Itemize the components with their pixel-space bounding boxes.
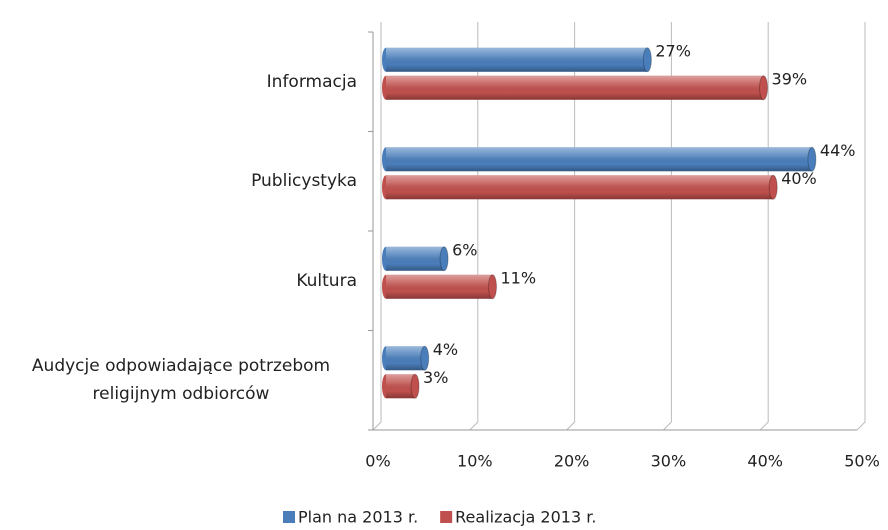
bar-cap <box>487 274 497 300</box>
bar-cap <box>807 146 817 172</box>
legend-label: Realizacja 2013 r. <box>455 508 596 527</box>
value-label: 4% <box>433 340 458 359</box>
category-text: Informacja <box>266 71 357 92</box>
category-label: Informacja <box>5 68 357 96</box>
legend-label: Plan na 2013 r. <box>298 508 418 527</box>
bar-shine <box>386 175 774 200</box>
bar-shine <box>386 47 648 72</box>
bar-cap <box>759 75 769 101</box>
category-text: Publicystyka <box>251 171 357 192</box>
category-text: Kultura <box>296 270 357 291</box>
value-label: 39% <box>772 69 808 88</box>
value-label: 11% <box>500 268 536 287</box>
value-label: 6% <box>452 240 477 259</box>
legend-swatch <box>440 511 453 523</box>
bar-shine <box>386 246 445 271</box>
category-label: Audycje odpowiadające potrzebom religijn… <box>5 352 357 408</box>
legend-swatch <box>283 511 295 523</box>
bar-shine <box>386 374 416 399</box>
category-label: Kultura <box>5 267 357 295</box>
bar-cap <box>420 345 430 371</box>
value-label: 27% <box>655 41 691 60</box>
value-label: 44% <box>820 141 856 160</box>
category-label: Publicystyka <box>5 167 357 195</box>
bar-shine <box>386 147 812 172</box>
bar-cap <box>439 246 449 272</box>
bar-shine <box>386 75 764 100</box>
x-tick-label: 20% <box>554 452 590 471</box>
bar-shine <box>386 346 425 371</box>
x-tick-label: 30% <box>651 452 687 471</box>
grid-line <box>856 22 866 431</box>
x-tick-label: 50% <box>844 452 880 471</box>
grid-line <box>372 22 382 431</box>
bar-cap <box>642 47 652 73</box>
x-tick-label: 0% <box>365 452 390 471</box>
x-tick-label: 40% <box>747 452 783 471</box>
value-label: 40% <box>781 169 817 188</box>
bar-shine <box>386 274 493 299</box>
value-label: 3% <box>423 368 448 387</box>
bar-cap <box>410 373 420 399</box>
bar-cap <box>768 174 778 200</box>
category-text: Audycje odpowiadające potrzebom religijn… <box>31 356 331 405</box>
x-tick-label: 10% <box>457 452 493 471</box>
